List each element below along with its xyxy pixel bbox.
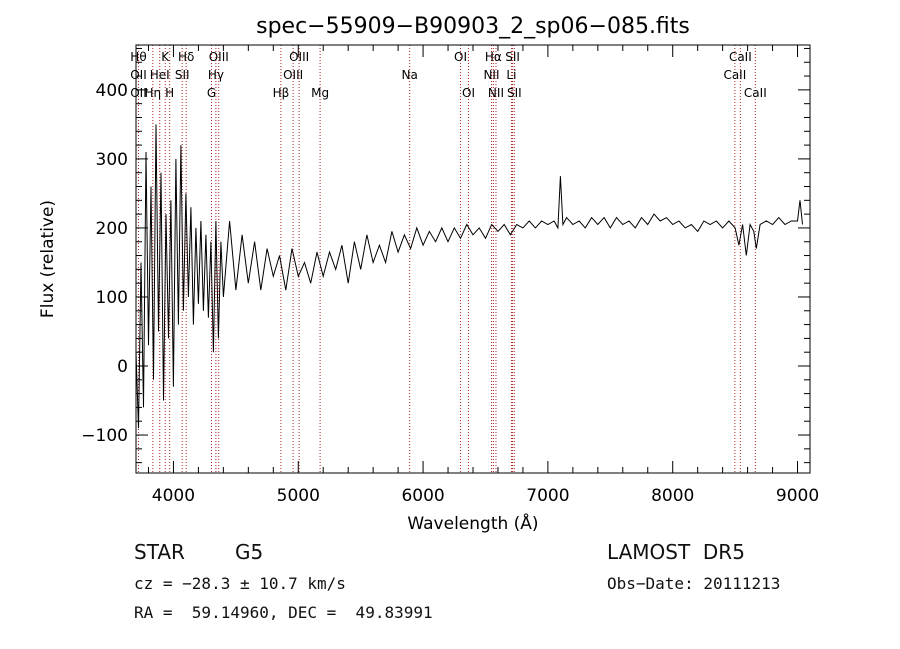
y-tick-label: 100	[96, 288, 128, 308]
plot-frame	[135, 44, 811, 474]
x-tick-label: 6000	[401, 486, 444, 506]
line-marker-label: Li	[506, 68, 516, 82]
obs-date-text: Obs−Date: 20111213	[607, 574, 781, 593]
object-subclass: G5	[235, 540, 264, 564]
x-tick-label: 5000	[277, 486, 320, 506]
line-marker-label: CaII	[729, 50, 752, 64]
line-marker-label: OIII	[209, 50, 229, 64]
line-marker-label: Hα	[485, 50, 502, 64]
line-marker-label: SII	[175, 68, 190, 82]
line-marker-label: OII	[130, 68, 147, 82]
line-markers	[137, 45, 756, 473]
line-marker-label: Mg	[311, 86, 329, 100]
line-marker-label: SII	[507, 86, 522, 100]
line-marker-label: Hη	[145, 86, 162, 100]
line-marker-label: CaII	[723, 68, 746, 82]
x-axis: 4000 5000 6000 7000 8000 9000	[147, 45, 819, 506]
x-tick-label: 7000	[526, 486, 569, 506]
line-marker-label: OI	[454, 50, 467, 64]
line-marker-label: Hβ	[273, 86, 290, 100]
chart-title: spec−55909−B90903_2_sp06−085.fits	[256, 14, 690, 39]
y-tick-label: 200	[96, 219, 128, 239]
line-marker-label: CaII	[744, 86, 767, 100]
survey-name: LAMOST DR5	[607, 540, 745, 564]
x-tick-label: 4000	[152, 486, 195, 506]
line-marker-label: H	[165, 86, 174, 100]
redshift-text: cz = −28.3 ± 10.7 km/s	[134, 574, 346, 593]
object-class: STAR	[134, 540, 185, 564]
coordinates-text: RA = 59.14960, DEC = 49.83991	[134, 603, 433, 622]
line-marker-label: SII	[505, 50, 520, 64]
line-marker-label: OIII	[283, 68, 303, 82]
line-marker-label: NII	[488, 86, 504, 100]
y-tick-label: −100	[81, 426, 128, 446]
y-tick-label: 0	[117, 357, 128, 377]
x-tick-label: 8000	[651, 486, 694, 506]
y-axis-label: Flux (relative)	[38, 200, 58, 318]
y-tick-label: 300	[96, 150, 128, 170]
spectrum-line	[135, 124, 803, 429]
x-axis-label: Wavelength (Å)	[407, 512, 538, 534]
line-marker-label: Hγ	[208, 68, 224, 82]
line-marker-label: HeI	[150, 68, 170, 82]
line-marker-label: Na	[402, 68, 418, 82]
line-marker-label: OI	[462, 86, 475, 100]
line-marker-label: G	[207, 86, 216, 100]
y-axis: −100 0 100 200 300 400	[81, 47, 810, 464]
line-marker-label: K	[161, 50, 170, 64]
line-marker-label: NII	[483, 68, 499, 82]
line-marker-label: Hδ	[178, 50, 194, 64]
line-marker-label: OIII	[289, 50, 309, 64]
x-tick-label: 9000	[776, 486, 819, 506]
line-marker-label: Hθ	[130, 50, 146, 64]
y-tick-label: 400	[96, 81, 128, 101]
line-marker-labels: HθOIIOIIHηHeIKHSIIHδGHγOIIIHβOIIIOIIIMgN…	[130, 50, 767, 100]
